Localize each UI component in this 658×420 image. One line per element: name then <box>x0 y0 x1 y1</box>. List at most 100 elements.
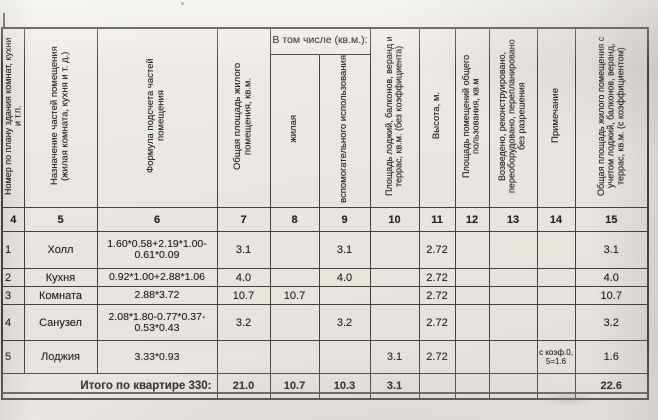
cell-formula: 0.92*1.00+2.88*1.06 <box>96 268 218 288</box>
cell-total-with-coef: 3.2 <box>574 304 649 342</box>
cell-unauthorized <box>488 286 538 306</box>
table-bottom-double-line <box>1 392 649 394</box>
totals-auxiliary: 10.3 <box>318 373 371 400</box>
cell-living <box>269 268 320 288</box>
cell-total-with-coef: 4.0 <box>574 268 649 288</box>
header-row-span: Номер по плану здания комнат, кухни и т.… <box>1 27 649 209</box>
cell-loggia <box>369 304 420 342</box>
cell-height: 2.72 <box>418 286 456 306</box>
header-total-with-coef-label: Общая площадь жилого помещения с учетом … <box>595 36 626 196</box>
col-num-6: 6 <box>96 207 218 233</box>
cell-height: 2.72 <box>418 268 456 288</box>
cell-formula: 1.60*0.58+2.19*1.00- 0.61*0.09 <box>96 231 218 270</box>
cell-unauthorized <box>488 340 538 375</box>
cell-note <box>536 268 576 288</box>
cell-note: с коэф.0, 5=1.6 <box>536 340 576 375</box>
header-room-purpose-label: Назначение частей помещения (жилая комна… <box>48 46 71 186</box>
header-loggia-area-label: Площадь лоджий, балконов, веранд и терра… <box>383 35 404 196</box>
cell-loggia: 3.1 <box>369 340 420 375</box>
cell-row-number: 5 <box>1 340 25 375</box>
header-total-with-coef: Общая площадь жилого помещения с учетом … <box>574 27 649 209</box>
cell-unauthorized <box>488 231 538 270</box>
header-auxiliary-label: вспомогательного использования <box>338 54 350 203</box>
cell-living <box>269 340 320 375</box>
cell-living <box>269 231 320 270</box>
cell-total-area: 3.1 <box>216 231 271 270</box>
header-common-area-label: Площадь помещений общего пользования, кв… <box>461 54 482 178</box>
header-loggia-area: Площадь лоджий, балконов, веранд и терра… <box>369 27 420 209</box>
cell-room-name: Кухня <box>23 268 98 288</box>
col-num-8: 8 <box>269 207 320 233</box>
cell-auxiliary <box>318 340 371 375</box>
header-auxiliary: вспомогательного использования <box>318 53 371 209</box>
cell-auxiliary <box>318 286 371 306</box>
cell-row-number: 2 <box>1 268 25 288</box>
cell-total-area: 3.2 <box>216 304 271 342</box>
cell-room-name: Комната <box>23 286 98 306</box>
column-number-row: 4 5 6 7 8 9 10 11 12 13 14 15 <box>1 207 649 233</box>
totals-total-with-coef: 22.6 <box>574 373 649 400</box>
col-num-4: 4 <box>1 207 25 233</box>
header-note-label: Примечание <box>549 88 561 144</box>
header-room-purpose: Назначение частей помещения (жилая комна… <box>23 27 98 209</box>
table-row: 3 Комната 2.88*3.72 10.7 10.7 2.72 10.7 <box>1 286 649 306</box>
cell-row-number: 4 <box>1 304 25 342</box>
cell-common <box>454 304 490 342</box>
cell-unauthorized <box>488 268 538 288</box>
cell-auxiliary: 4.0 <box>318 268 371 288</box>
cell-total-with-coef: 3.1 <box>574 231 649 270</box>
cell-total-area: 4.0 <box>216 268 271 288</box>
cell-row-number: 3 <box>1 286 25 306</box>
header-note: Примечание <box>536 27 576 209</box>
header-common-area: Площадь помещений общего пользования, кв… <box>454 27 490 209</box>
cell-loggia <box>369 286 420 306</box>
paper-speck <box>181 2 184 5</box>
header-living: жилая <box>269 53 320 209</box>
col-num-13: 13 <box>488 207 538 233</box>
cell-total-with-coef: 1.6 <box>574 340 649 375</box>
header-room-number-label: Номер по плану здания комнат, кухни и т.… <box>3 37 23 195</box>
col-num-15: 15 <box>574 207 649 233</box>
cell-formula: 2.88*3.72 <box>96 286 218 306</box>
cell-loggia <box>369 268 420 288</box>
header-total-area-label: Общая площадь жилого помещения, кв.м. <box>231 62 254 170</box>
table-edge-tick <box>3 13 5 28</box>
header-room-number: Номер по плану здания комнат, кухни и т.… <box>1 27 25 209</box>
cell-note <box>536 304 576 342</box>
cell-room-name: Лоджия <box>23 340 98 375</box>
header-formula: Формула подсчета частей помещения <box>96 27 218 209</box>
table-row: 4 Санузел 2.08*1.80-0.77*0.37- 0.53*0.43… <box>1 304 649 342</box>
col-num-10: 10 <box>369 207 420 233</box>
totals-loggia: 3.1 <box>369 373 420 400</box>
apartment-areas-table: Номер по плану здания комнат, кухни и т.… <box>1 27 650 400</box>
col-num-14: 14 <box>536 207 576 233</box>
cell-common <box>454 340 490 375</box>
header-including: В том числе (кв.м.): <box>269 27 371 55</box>
paper-smudge <box>540 390 596 406</box>
header-unauthorized-label: Возведено, реконструировано, переоборудо… <box>497 38 527 193</box>
cell-height: 2.72 <box>418 304 456 342</box>
cell-row-number: 1 <box>1 231 25 270</box>
cell-common <box>454 286 490 306</box>
header-total-area: Общая площадь жилого помещения, кв.м. <box>216 27 271 209</box>
col-num-9: 9 <box>318 207 371 233</box>
cell-room-name: Холл <box>23 231 98 270</box>
cell-formula: 3.33*0.93 <box>96 340 218 375</box>
header-height: Высота, м. <box>418 27 456 209</box>
table-row: 2 Кухня 0.92*1.00+2.88*1.06 4.0 4.0 2.72… <box>1 268 649 288</box>
col-num-5: 5 <box>23 207 98 233</box>
cell-note <box>536 286 576 306</box>
header-formula-label: Формула подсчета частей помещения <box>145 58 167 174</box>
cell-common <box>454 268 490 288</box>
col-num-7: 7 <box>216 207 271 233</box>
totals-common <box>454 373 490 400</box>
cell-room-name: Санузел <box>23 304 98 342</box>
header-unauthorized: Возведено, реконструировано, переоборудо… <box>488 27 538 209</box>
cell-total-area <box>216 340 271 375</box>
header-height-label: Высота, м. <box>430 92 442 140</box>
totals-unauthorized <box>488 373 538 400</box>
header-living-label: жилая <box>288 114 300 143</box>
cell-total-area: 10.7 <box>216 286 271 306</box>
cell-formula: 2.08*1.80-0.77*0.37- 0.53*0.43 <box>96 304 218 342</box>
